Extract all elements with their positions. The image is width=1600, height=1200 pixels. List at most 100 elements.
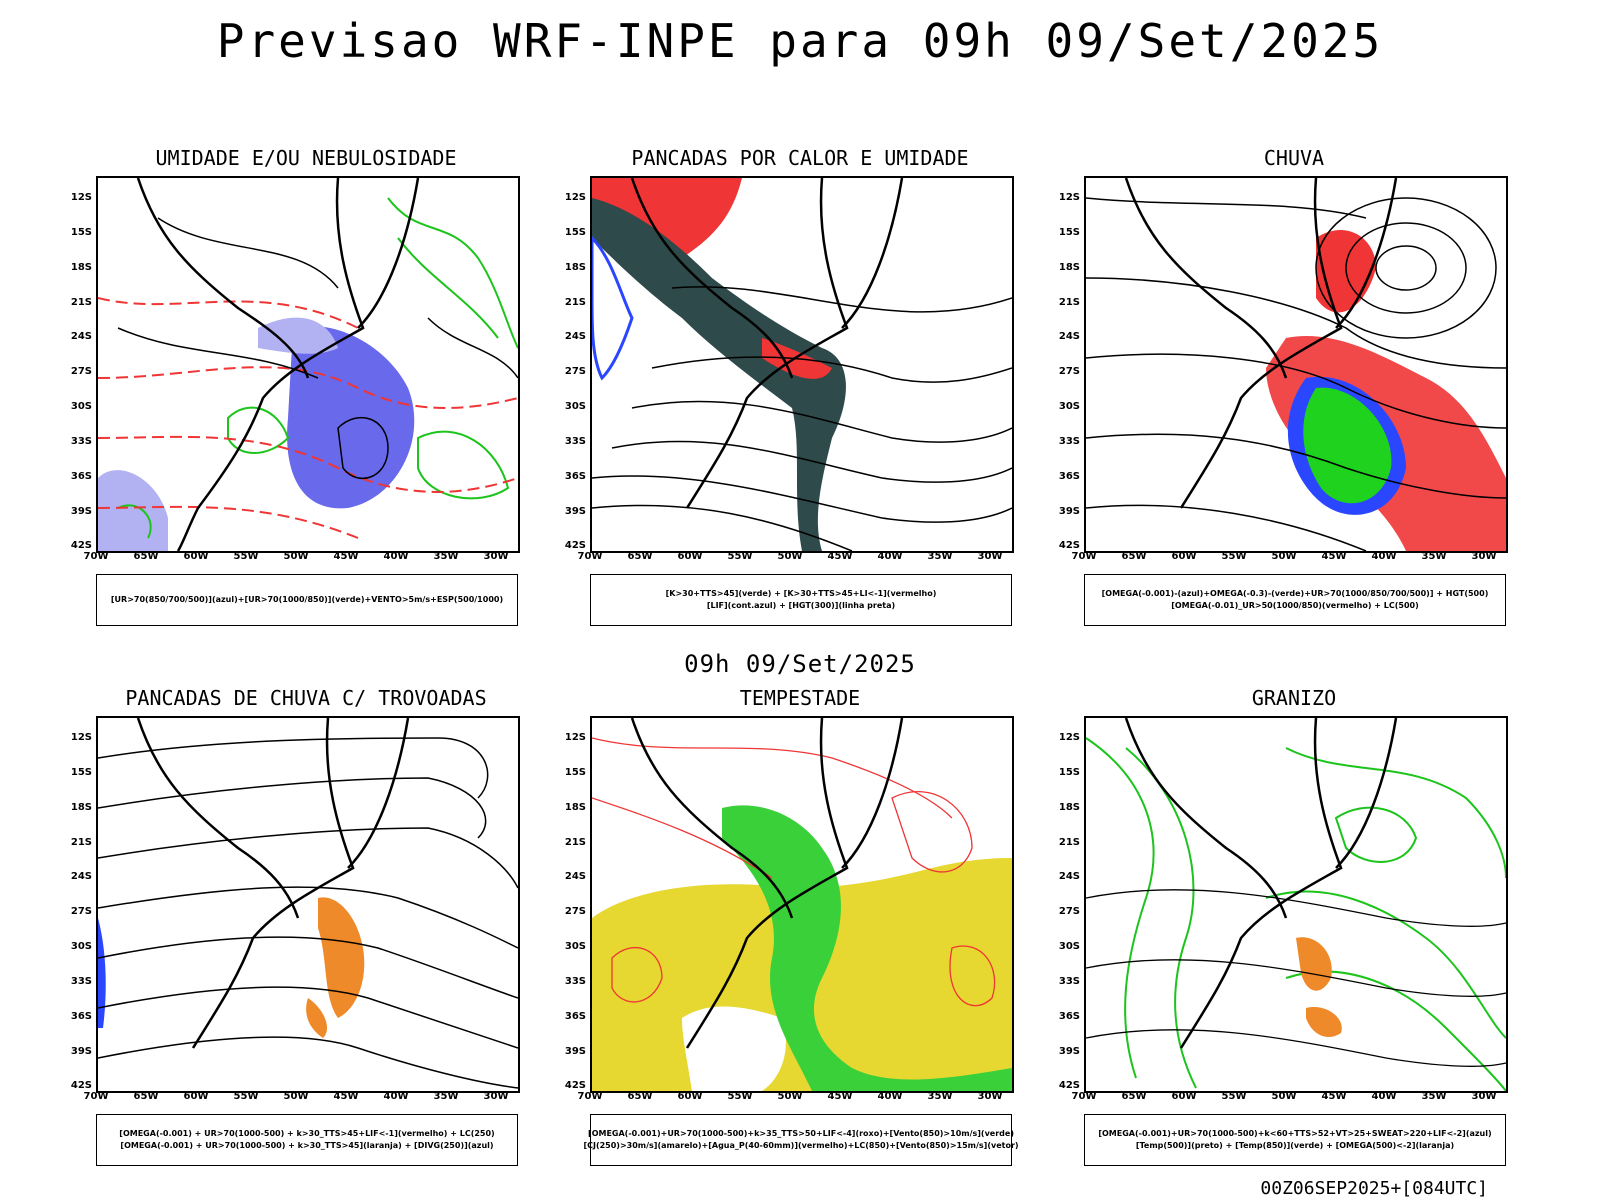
map-granizo xyxy=(1084,716,1508,1093)
lat-tick: 33S xyxy=(1058,976,1080,987)
lat-tick: 24S xyxy=(70,331,92,342)
lon-tick: 30W xyxy=(1471,551,1497,562)
lon-tick: 35W xyxy=(1421,1091,1447,1102)
lat-axis: 12S 15S 18S 21S 24S 27S 30S 33S 36S 39S … xyxy=(66,716,96,1091)
lat-tick: 24S xyxy=(1058,871,1080,882)
lat-tick: 24S xyxy=(564,871,586,882)
lat-tick: 27S xyxy=(1058,366,1080,377)
lat-tick: 12S xyxy=(564,732,586,743)
panel-title: UMIDADE E/OU NEBULOSIDADE xyxy=(155,146,457,170)
lon-tick: 50W xyxy=(777,1091,803,1102)
lon-tick: 40W xyxy=(1371,1091,1397,1102)
legend-box: [OMEGA(-0.001) + UR>70(1000-500) + k>30_… xyxy=(96,1114,518,1166)
lat-tick: 18S xyxy=(70,802,92,813)
pressure-contours xyxy=(117,217,518,479)
legend-box: [UR>70(850/700/500)](azul)+[UR>70(1000/8… xyxy=(96,574,518,626)
lat-tick: 12S xyxy=(1058,192,1080,203)
lat-tick: 21S xyxy=(564,297,586,308)
coastline-borders xyxy=(630,718,904,1049)
lat-tick: 42S xyxy=(564,540,586,551)
panel-pancadas-calor: PANCADAS POR CALOR E UMIDADE 12S 15S xyxy=(565,146,1030,636)
lon-tick: 40W xyxy=(383,551,409,562)
lat-tick: 27S xyxy=(564,906,586,917)
lon-tick: 55W xyxy=(1221,551,1247,562)
lat-tick: 15S xyxy=(70,227,92,238)
panel-umidade: UMIDADE E/OU NEBULOSIDADE xyxy=(71,146,536,636)
panel-title: CHUVA xyxy=(1263,146,1325,170)
map-pancadas-calor-svg xyxy=(592,178,1012,551)
green-contours xyxy=(117,197,518,539)
map-tempestade-svg xyxy=(592,718,1012,1091)
lon-tick: 45W xyxy=(827,1091,853,1102)
legend-line: [UR>70(850/700/500)](azul)+[UR>70(1000/8… xyxy=(110,595,504,604)
legend-box: [OMEGA(-0.001)-(azul)+OMEGA(-0.3)-(verde… xyxy=(1084,574,1506,626)
legend-box: [OMEGA(-0.001)+UR>70(1000-500)+k>35_TTS>… xyxy=(583,1114,1019,1166)
moisture-light-area xyxy=(258,317,338,354)
lon-tick: 35W xyxy=(927,551,953,562)
lat-tick: 42S xyxy=(1058,540,1080,551)
map-chuva-svg xyxy=(1086,178,1506,551)
lon-tick: 45W xyxy=(1321,551,1347,562)
run-stamp: 00Z06SEP2025+[084UTC] xyxy=(1260,1178,1488,1199)
lon-tick: 70W xyxy=(577,551,603,562)
map-pancadas-calor xyxy=(590,176,1014,553)
lat-tick: 18S xyxy=(564,262,586,273)
lat-tick: 12S xyxy=(564,192,586,203)
streamlines xyxy=(1086,197,1506,551)
lat-tick: 30S xyxy=(564,401,586,412)
lon-tick: 45W xyxy=(333,551,359,562)
lon-tick: 40W xyxy=(877,1091,903,1102)
lat-tick: 15S xyxy=(70,767,92,778)
coastline-borders xyxy=(1124,718,1398,1049)
orange-fill-area xyxy=(318,897,365,1018)
lat-tick: 36S xyxy=(564,1011,586,1022)
lat-tick: 39S xyxy=(70,506,92,517)
lon-tick: 50W xyxy=(777,551,803,562)
lat-tick: 33S xyxy=(564,976,586,987)
lat-axis: 12S 15S 18S 21S 24S 27S 30S 33S 36S 39S … xyxy=(560,176,590,551)
lat-tick: 27S xyxy=(1058,906,1080,917)
lat-tick: 42S xyxy=(70,540,92,551)
legend-line: [OMEGA(-0.001)-(azul)+OMEGA(-0.3)-(verde… xyxy=(1101,589,1489,598)
lat-tick: 27S xyxy=(70,366,92,377)
lif-contour xyxy=(592,235,634,381)
orange-fill-small xyxy=(1306,1007,1342,1038)
lon-tick: 55W xyxy=(233,1091,259,1102)
legend-box: [OMEGA(-0.001)+UR>70(1000-500)+k<60+TTS>… xyxy=(1084,1114,1506,1166)
lat-tick: 18S xyxy=(564,802,586,813)
lat-tick: 12S xyxy=(70,732,92,743)
orange-fill-area xyxy=(1296,937,1332,991)
lat-tick: 42S xyxy=(564,1080,586,1091)
lat-tick: 30S xyxy=(564,941,586,952)
lat-tick: 12S xyxy=(1058,732,1080,743)
coastline-borders xyxy=(136,178,420,551)
coastline-borders xyxy=(136,718,410,1049)
lat-tick: 30S xyxy=(70,401,92,412)
map-granizo-svg xyxy=(1086,718,1506,1091)
legend-box: [K>30+TTS>45](verde) + [K>30+TTS>45+LI<-… xyxy=(590,574,1012,626)
lat-tick: 39S xyxy=(1058,506,1080,517)
green-fill-area xyxy=(722,805,1012,1091)
lat-tick: 30S xyxy=(1058,401,1080,412)
lat-tick: 42S xyxy=(1058,1080,1080,1091)
lat-tick: 18S xyxy=(1058,802,1080,813)
lat-tick: 33S xyxy=(70,436,92,447)
lon-axis: 70W 65W 60W 55W 50W 45W 40W 35W 30W xyxy=(84,1091,520,1105)
map-trovoadas xyxy=(96,716,520,1093)
panel-trovoadas: PANCADAS DE CHUVA C/ TROVOADAS 12S xyxy=(71,686,536,1176)
lat-axis: 12S 15S 18S 21S 24S 27S 30S 33S 36S 39S … xyxy=(560,716,590,1091)
lat-tick: 39S xyxy=(1058,1046,1080,1057)
lat-tick: 36S xyxy=(564,471,586,482)
thickness-contours xyxy=(98,297,518,539)
streamlines xyxy=(98,737,518,1089)
lon-tick: 65W xyxy=(627,551,653,562)
lat-tick: 24S xyxy=(70,871,92,882)
lat-tick: 33S xyxy=(564,436,586,447)
lon-tick: 40W xyxy=(1371,551,1397,562)
white-gap-area xyxy=(682,1006,786,1091)
lon-tick: 60W xyxy=(677,551,703,562)
lon-tick: 65W xyxy=(133,1091,159,1102)
lon-tick: 40W xyxy=(877,551,903,562)
lat-tick: 18S xyxy=(1058,262,1080,273)
lat-tick: 18S xyxy=(70,262,92,273)
